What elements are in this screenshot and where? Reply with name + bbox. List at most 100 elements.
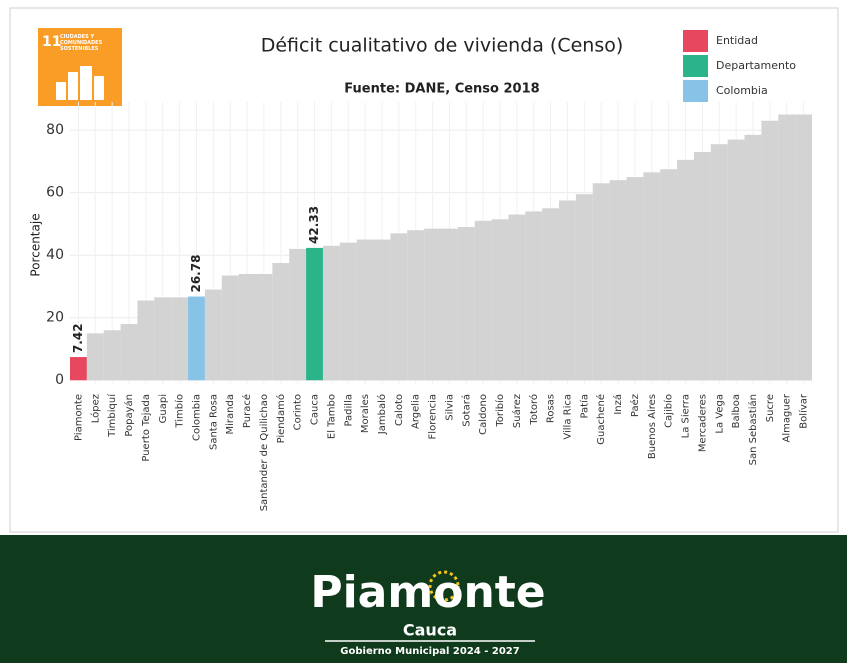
sdg-buildings xyxy=(56,66,104,100)
x-tick-label: Cauca xyxy=(310,394,321,425)
y-tick-label: 40 xyxy=(46,247,64,263)
bar xyxy=(474,220,492,381)
x-tick-label: Colombia xyxy=(191,394,202,441)
x-tick-label: Timbío xyxy=(174,394,186,429)
sdg-text: CIUDADES Y COMUNIDADES SOSTENIBLES xyxy=(60,34,103,52)
x-tick-label: Argelia xyxy=(411,394,422,429)
x-tick-label: Silvia xyxy=(444,394,455,421)
bar xyxy=(441,228,458,381)
x-tick-label: Puerto Tejada xyxy=(141,394,152,462)
x-tick-label: Puracé xyxy=(241,394,253,428)
x-tick-label: Bolívar xyxy=(798,393,810,429)
bar xyxy=(188,296,205,381)
x-tick-label: Corinto xyxy=(293,394,304,430)
legend-swatch xyxy=(683,80,708,102)
bar xyxy=(457,227,475,381)
legend-label: Entidad xyxy=(716,34,758,47)
value-label: 42.33 xyxy=(307,206,321,244)
x-tick-label: Santa Rosa xyxy=(208,394,219,450)
bar xyxy=(508,214,526,381)
bar xyxy=(373,239,391,381)
chart-subtitle: Fuente: DANE, Censo 2018 xyxy=(344,82,539,97)
bar xyxy=(137,300,155,381)
value-label: 7.42 xyxy=(71,323,85,353)
sdg-number: 11 xyxy=(42,34,61,50)
bar xyxy=(626,177,644,381)
bar xyxy=(171,297,189,381)
bar xyxy=(339,242,357,381)
bar xyxy=(727,139,745,381)
x-tick-label: Patía xyxy=(578,394,590,419)
y-tick-label: 80 xyxy=(46,122,64,138)
value-label: 26.78 xyxy=(189,255,203,293)
bar xyxy=(238,273,256,381)
logo-region: Cauca xyxy=(403,621,457,640)
chart-title: Déficit cualitativo de vivienda (Censo) xyxy=(261,35,624,57)
x-tick-label: Inzá xyxy=(612,394,624,415)
x-tick-label: Toribío xyxy=(494,394,506,428)
x-tick-label: Villa Rica xyxy=(562,394,573,440)
x-tick-label: Piamonte xyxy=(73,394,84,441)
x-tick-label: El Tambo xyxy=(326,394,337,439)
bar xyxy=(204,289,222,381)
x-tick-label: Sucre xyxy=(765,394,776,422)
bar xyxy=(289,248,307,381)
x-tick-label: Suárez xyxy=(511,394,523,428)
x-tick-label: Miranda xyxy=(225,394,236,434)
bar xyxy=(559,200,576,381)
bar xyxy=(744,134,762,381)
bar xyxy=(761,120,779,381)
y-tick-label: 20 xyxy=(46,310,64,326)
bar xyxy=(390,233,408,381)
logo-sun xyxy=(428,570,460,602)
x-tick-label: Guachené xyxy=(595,394,607,445)
bar xyxy=(306,247,323,381)
x-tick-label: Popayán xyxy=(123,394,135,437)
bar xyxy=(70,357,87,381)
x-tick-label: San Sebastián xyxy=(747,394,759,465)
bar xyxy=(643,172,661,381)
x-tick-label: Santander de Quilichao xyxy=(259,394,270,511)
bar xyxy=(356,239,374,381)
legend-swatch xyxy=(683,30,708,52)
bar xyxy=(255,273,273,381)
x-tick-label: Totoró xyxy=(528,394,540,426)
x-tick-label: Piendamó xyxy=(275,394,287,443)
x-tick-label: Guapi xyxy=(158,394,169,423)
x-tick-label: Balboa xyxy=(731,394,742,428)
sdg-text-box: CIUDADES Y COMUNIDADES SOSTENIBLES xyxy=(60,34,103,52)
bar xyxy=(677,159,694,381)
x-tick-label: Almaguer xyxy=(782,393,793,442)
x-tick-label: López xyxy=(89,394,101,423)
x-tick-label: Florencia xyxy=(428,394,439,439)
footer-logo: Piamonte Cauca Gobierno Municipal 2024 -… xyxy=(310,567,545,657)
bar xyxy=(778,114,796,381)
bar xyxy=(221,275,239,381)
bar xyxy=(86,333,104,381)
x-tick-label: Caldono xyxy=(478,394,489,435)
logo-name: Piamonte xyxy=(310,567,545,618)
y-tick-label: 60 xyxy=(46,185,64,201)
bar xyxy=(272,263,290,381)
x-tick-label: La Vega xyxy=(714,394,725,434)
bar xyxy=(103,330,121,381)
bar xyxy=(542,208,560,381)
x-tick-label: Timbiquí xyxy=(106,393,118,438)
x-tick-label: La Sierra xyxy=(681,394,692,438)
x-tick-label: Paéz xyxy=(629,394,641,417)
x-tick-label: Jambaló xyxy=(376,394,388,435)
legend-swatch xyxy=(683,55,708,77)
x-tick-label: Morales xyxy=(360,394,371,433)
x-tick-label: Caloto xyxy=(394,394,405,426)
x-tick-label: Sotará xyxy=(460,394,472,427)
legend-label: Departamento xyxy=(716,59,796,72)
x-tick-label: Padilla xyxy=(343,394,354,427)
x-tick-label: Mercaderes xyxy=(697,394,708,452)
bar xyxy=(575,194,593,381)
bar xyxy=(795,114,812,381)
bar xyxy=(710,144,728,381)
bar xyxy=(660,169,678,381)
bar xyxy=(592,183,610,381)
legend-label: Colombia xyxy=(716,84,768,97)
